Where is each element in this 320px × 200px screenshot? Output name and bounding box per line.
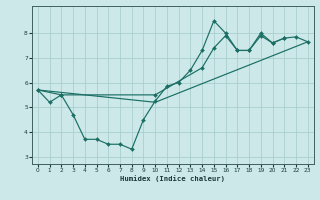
X-axis label: Humidex (Indice chaleur): Humidex (Indice chaleur)	[120, 175, 225, 182]
